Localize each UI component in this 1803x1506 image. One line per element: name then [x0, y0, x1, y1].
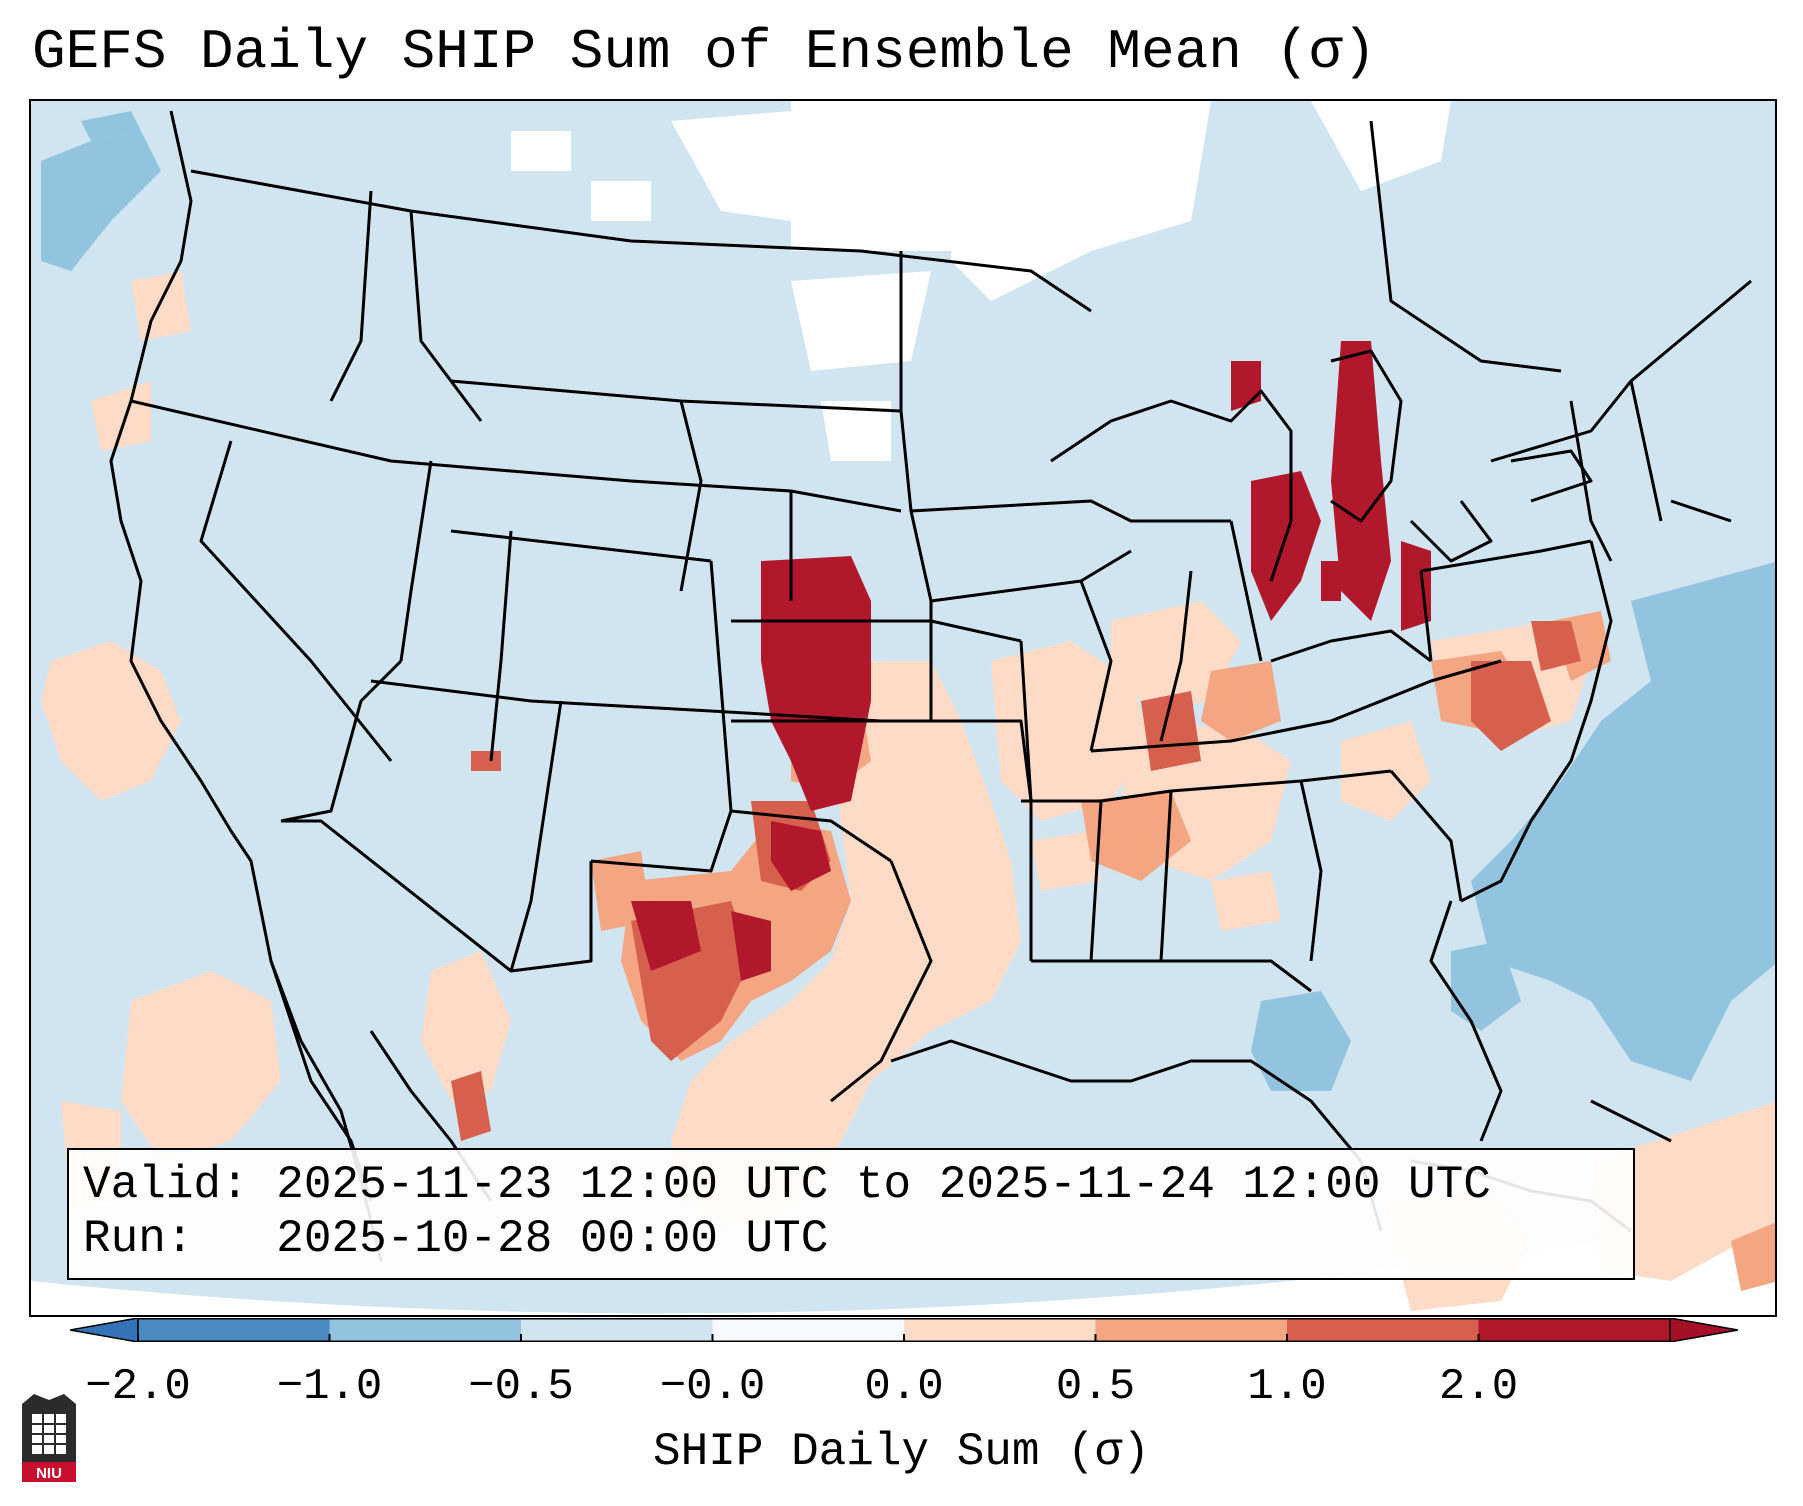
valid-label: Valid: [83, 1159, 249, 1211]
colorbar-segment [521, 1318, 713, 1342]
colorbar-tick-label: 1.0 [1247, 1362, 1327, 1412]
niu-logo: NIU [22, 1394, 76, 1482]
colorbar-segment [1478, 1318, 1671, 1342]
colorbar-tick-label: −1.0 [276, 1362, 383, 1412]
colorbar-segment [1095, 1318, 1288, 1342]
colorbar-segment [329, 1318, 522, 1342]
map-canvas [31, 101, 1775, 1315]
colorbar-extend-low [70, 1318, 139, 1342]
colorbar-segment [904, 1318, 1096, 1342]
valid-value: 2025-11-23 12:00 UTC to 2025-11-24 12:00… [276, 1159, 1491, 1211]
colorbar-tick-label: −2.0 [85, 1362, 191, 1412]
colorbar-tick-label: 2.0 [1438, 1362, 1519, 1412]
valid-run-info-box: Valid: 2025-11-23 12:00 UTC to 2025-11-2… [67, 1148, 1635, 1280]
colorbar-extend-high [1669, 1318, 1738, 1342]
run-label: Run: [83, 1213, 194, 1265]
valid-row: Valid: 2025-11-23 12:00 UTC to 2025-11-2… [83, 1158, 1619, 1212]
neutral-patches [511, 101, 1451, 461]
run-row: Run: 2025-10-28 00:00 UTC [83, 1212, 1619, 1266]
colorbar-tick-label: 0.0 [864, 1362, 944, 1412]
map-panel [29, 99, 1777, 1317]
negative-patches [41, 111, 1775, 1091]
colorbar-tick-label: −0.0 [659, 1362, 766, 1412]
colorbar-tick-label: −0.5 [468, 1362, 574, 1412]
run-value: 2025-10-28 00:00 UTC [276, 1213, 829, 1265]
logo-text: NIU [36, 1465, 62, 1482]
projection-edge [31, 1211, 1775, 1315]
colorbar-segment [138, 1318, 330, 1342]
map-title: GEFS Daily SHIP Sum of Ensemble Mean (σ) [32, 20, 1377, 84]
colorbar-segment [1287, 1318, 1479, 1342]
colorbar [70, 1318, 1738, 1342]
colorbar-segment [712, 1318, 905, 1342]
colorbar-title: SHIP Daily Sum (σ) [653, 1426, 1150, 1478]
colorbar-tick-label: 0.5 [1055, 1362, 1136, 1412]
